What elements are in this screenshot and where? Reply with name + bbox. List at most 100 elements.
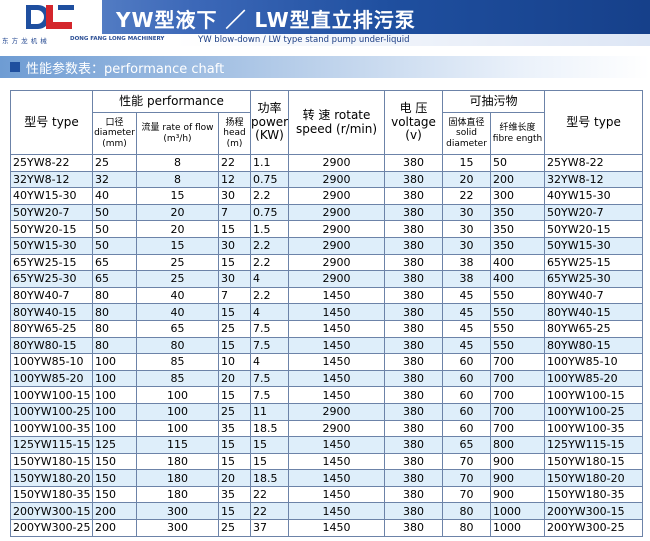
cell-voltage: 380 bbox=[384, 270, 444, 288]
cell-model: 80YW40-15 bbox=[10, 303, 93, 321]
cell-solid: 70 bbox=[442, 452, 492, 471]
cell-model-right: 50YW15-30 bbox=[544, 236, 644, 255]
table-row: 100YW100-35 100 100 35 18.5 2900 380 60 700 100YW… bbox=[10, 419, 644, 438]
cell-head: 15 bbox=[217, 253, 252, 272]
cell-model-right: 80YW40-7 bbox=[544, 286, 644, 305]
header-performance: 性能 performance bbox=[91, 90, 252, 113]
cell-model: 100YW100-15 bbox=[10, 386, 93, 404]
header-type-left: 型号 type bbox=[10, 90, 93, 155]
cell-speed: 2900 bbox=[288, 187, 386, 205]
cell-speed: 1450 bbox=[288, 353, 386, 371]
header-voltage-label: 电 压 voltage (v) bbox=[391, 100, 436, 143]
cell-model-right: 150YW180-35 bbox=[544, 485, 644, 504]
cell-solid: 60 bbox=[442, 353, 492, 371]
cell-model-right: 100YW85-10 bbox=[544, 353, 644, 371]
cell-solid: 60 bbox=[442, 402, 492, 421]
cell-fibre: 550 bbox=[490, 336, 546, 355]
cell-power: 2.2 bbox=[250, 236, 290, 255]
cell-diameter: 25 bbox=[92, 154, 137, 172]
cell-diameter: 80 bbox=[92, 303, 137, 321]
cell-flow: 80 bbox=[136, 336, 219, 355]
table-row: 125YW115-15 125 115 15 15 1450 380 65 800 125YW11… bbox=[10, 436, 644, 454]
cell-model: 25YW8-22 bbox=[10, 154, 93, 172]
table-row: 80YW40-15 80 40 15 4 1450 380 45 550 80YW40-15 bbox=[10, 303, 644, 321]
tagline-background bbox=[175, 34, 650, 46]
cell-fibre: 550 bbox=[490, 319, 546, 338]
page-title: YW型液下 ／ LW型直立排污泵 bbox=[116, 8, 416, 32]
cell-solid: 38 bbox=[442, 253, 492, 272]
cell-diameter: 32 bbox=[92, 170, 137, 189]
cell-diameter: 200 bbox=[92, 519, 137, 537]
cell-flow: 100 bbox=[136, 402, 219, 421]
cell-flow: 40 bbox=[136, 303, 219, 321]
table-row: 100YW100-15 100 100 15 7.5 1450 380 60 700 100YW1… bbox=[10, 386, 644, 404]
cell-model: 200YW300-25 bbox=[10, 519, 93, 537]
cell-voltage: 380 bbox=[384, 170, 444, 189]
cell-model-right: 32YW8-12 bbox=[544, 170, 644, 189]
header-flow-label: 流量 rate of flow (m³/h) bbox=[141, 123, 214, 144]
cell-head: 25 bbox=[217, 519, 252, 537]
cell-fibre: 350 bbox=[490, 236, 546, 255]
cell-model: 100YW85-20 bbox=[10, 369, 93, 388]
cell-model-right: 100YW100-25 bbox=[544, 402, 644, 421]
cell-power: 15 bbox=[250, 452, 290, 471]
table-row: 40YW15-30 40 15 30 2.2 2900 380 22 300 40YW15-30 bbox=[10, 187, 644, 205]
cell-model-right: 80YW80-15 bbox=[544, 336, 644, 355]
cell-speed: 2900 bbox=[288, 220, 386, 238]
cell-flow: 15 bbox=[136, 187, 219, 205]
cell-flow: 40 bbox=[136, 286, 219, 305]
cell-flow: 15 bbox=[136, 236, 219, 255]
cell-voltage: 380 bbox=[384, 303, 444, 321]
cell-solid: 45 bbox=[442, 286, 492, 305]
cell-power: 2.2 bbox=[250, 253, 290, 272]
company-logo-icon bbox=[22, 2, 80, 32]
cell-head: 22 bbox=[217, 154, 252, 172]
cell-power: 2.2 bbox=[250, 187, 290, 205]
cell-voltage: 380 bbox=[384, 220, 444, 238]
cell-model: 50YW20-7 bbox=[10, 203, 93, 222]
cell-voltage: 380 bbox=[384, 154, 444, 172]
cell-power: 11 bbox=[250, 402, 290, 421]
cell-model: 80YW40-7 bbox=[10, 286, 93, 305]
cell-head: 7 bbox=[217, 286, 252, 305]
cell-power: 4 bbox=[250, 353, 290, 371]
cell-flow: 25 bbox=[136, 270, 219, 288]
cell-voltage: 380 bbox=[384, 436, 444, 454]
brand-bar bbox=[0, 0, 650, 34]
header-fibre-label: 纤维长度 fibre ength bbox=[492, 123, 543, 144]
cell-head: 30 bbox=[217, 270, 252, 288]
cell-head: 7 bbox=[217, 203, 252, 222]
cell-flow: 25 bbox=[136, 253, 219, 272]
cell-solid: 45 bbox=[442, 336, 492, 355]
header-head: 扬程 head (m) bbox=[217, 112, 252, 155]
cell-flow: 180 bbox=[136, 452, 219, 471]
cell-power: 7.5 bbox=[250, 386, 290, 404]
cell-diameter: 125 bbox=[92, 436, 137, 454]
cell-solid: 20 bbox=[442, 170, 492, 189]
page-header: YW型液下 ／ LW型直立排污泵 东 方 龙 机 械 DONG FANG LON… bbox=[0, 0, 650, 46]
cell-diameter: 100 bbox=[92, 386, 137, 404]
cell-head: 30 bbox=[217, 236, 252, 255]
cell-solid: 70 bbox=[442, 469, 492, 487]
cell-model-right: 100YW85-20 bbox=[544, 369, 644, 388]
cell-head: 15 bbox=[217, 303, 252, 321]
cell-model-right: 150YW180-15 bbox=[544, 452, 644, 471]
cell-diameter: 150 bbox=[92, 469, 137, 487]
cell-model-right: 100YW100-15 bbox=[544, 386, 644, 404]
cell-diameter: 100 bbox=[92, 369, 137, 388]
cell-power: 22 bbox=[250, 502, 290, 521]
cell-speed: 2900 bbox=[288, 402, 386, 421]
cell-head: 20 bbox=[217, 469, 252, 487]
cell-solid: 15 bbox=[442, 154, 492, 172]
cell-model: 100YW100-25 bbox=[10, 402, 93, 421]
cell-model: 150YW180-35 bbox=[10, 485, 93, 504]
cell-model: 40YW15-30 bbox=[10, 187, 93, 205]
cell-solid: 38 bbox=[442, 270, 492, 288]
cell-speed: 1450 bbox=[288, 502, 386, 521]
cell-fibre: 550 bbox=[490, 286, 546, 305]
cell-speed: 2900 bbox=[288, 419, 386, 438]
cell-speed: 2900 bbox=[288, 253, 386, 272]
cell-head: 25 bbox=[217, 319, 252, 338]
table-row: 80YW80-15 80 80 15 7.5 1450 380 45 550 80YW80-15 bbox=[10, 336, 644, 355]
cell-speed: 1450 bbox=[288, 369, 386, 388]
